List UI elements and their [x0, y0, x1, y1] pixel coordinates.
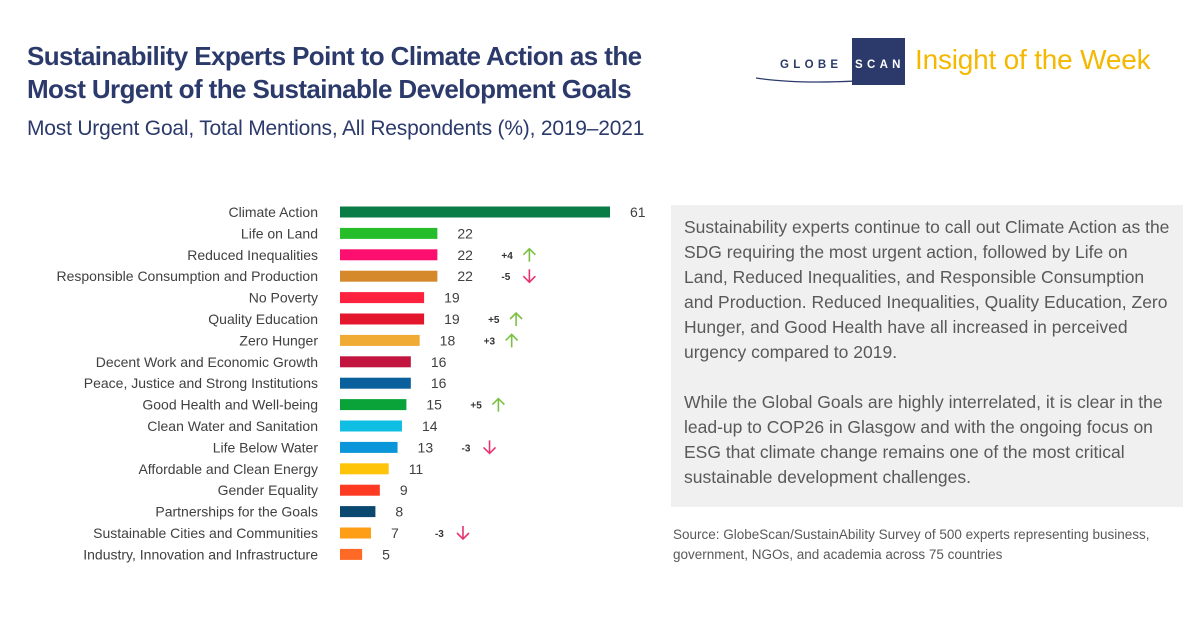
title-line-1: Sustainability Experts Point to Climate … — [27, 41, 642, 71]
source-note: Source: GlobeScan/SustainAbility Survey … — [673, 527, 1150, 562]
value-label: 14 — [422, 418, 438, 434]
bar — [340, 484, 380, 496]
category-label: Reduced Inequalities — [187, 247, 318, 263]
commentary-paragraph-2: While the Global Goals are highly interr… — [684, 392, 1163, 487]
category-label: Decent Work and Economic Growth — [96, 354, 318, 370]
bar — [340, 548, 363, 560]
change-label: -5 — [501, 272, 510, 283]
bar — [340, 420, 402, 432]
change-label: +4 — [501, 251, 513, 262]
category-label: Life Below Water — [213, 439, 319, 455]
arrow-up-icon — [509, 311, 523, 326]
value-label: 22 — [457, 268, 473, 284]
logo-divider — [903, 38, 905, 85]
bar — [340, 227, 438, 239]
value-label: 19 — [444, 290, 460, 306]
category-label: Partnerships for the Goals — [155, 504, 318, 520]
bar — [340, 377, 411, 389]
bar — [340, 441, 398, 453]
change-label: -3 — [435, 529, 444, 540]
title-line-2: Most Urgent of the Sustainable Developme… — [27, 74, 632, 104]
category-label: Peace, Justice and Strong Institutions — [84, 375, 318, 391]
bar — [340, 313, 425, 325]
commentary-box: Sustainability experts continue to call … — [671, 205, 1183, 507]
value-label: 5 — [382, 546, 390, 562]
value-label: 16 — [431, 375, 447, 391]
value-label: 61 — [630, 204, 646, 220]
category-label: Sustainable Cities and Communities — [93, 525, 318, 541]
bar — [340, 292, 425, 304]
category-label: Quality Education — [208, 311, 318, 327]
chart-subtitle: Most Urgent Goal, Total Mentions, All Re… — [27, 117, 645, 140]
arrow-down-icon — [456, 526, 470, 541]
category-label: Industry, Innovation and Infrastructure — [83, 546, 318, 562]
globescan-logo: GLOBE SCAN — [756, 38, 905, 85]
category-label: No Poverty — [249, 290, 318, 306]
value-label: 11 — [409, 461, 424, 477]
logo-swoosh-icon — [756, 77, 857, 83]
change-label: +5 — [488, 315, 500, 326]
logo-block — [852, 38, 904, 85]
arrow-down-icon — [522, 269, 536, 284]
commentary-paragraph-1: Sustainability experts continue to call … — [684, 217, 1170, 362]
bar — [340, 399, 407, 411]
arrow-up-icon — [522, 247, 536, 262]
bar — [340, 206, 610, 218]
bar-chart: Climate Action 61 Life on Land 22 Reduced In… — [57, 204, 646, 562]
bar — [340, 463, 389, 475]
category-label: Affordable and Clean Energy — [138, 461, 318, 477]
change-label: +3 — [484, 336, 496, 347]
value-label: 8 — [395, 504, 403, 520]
category-label: Good Health and Well-being — [142, 397, 318, 413]
value-label: 22 — [457, 247, 473, 263]
bar — [340, 249, 438, 261]
bar — [340, 356, 411, 368]
bar — [340, 527, 371, 539]
arrow-down-icon — [482, 440, 497, 455]
value-label: 22 — [457, 225, 473, 241]
arrow-up-icon — [491, 397, 505, 412]
value-label: 15 — [426, 397, 442, 413]
page-title: Sustainability Experts Point to Climate … — [27, 40, 642, 106]
value-label: 16 — [431, 354, 447, 370]
value-label: 18 — [440, 332, 456, 348]
logo-text-globe: GLOBE — [780, 59, 842, 71]
category-label: Clean Water and Sanitation — [147, 418, 318, 434]
value-label: 7 — [391, 525, 399, 541]
change-label: -3 — [462, 443, 471, 454]
category-label: Climate Action — [229, 204, 318, 220]
value-label: 9 — [400, 482, 408, 498]
category-label: Life on Land — [241, 225, 318, 241]
logo-text-scan: SCAN — [855, 59, 905, 71]
change-label: +5 — [470, 401, 482, 412]
bar — [340, 506, 376, 518]
category-label: Zero Hunger — [239, 332, 318, 348]
category-label: Gender Equality — [218, 482, 318, 498]
bar — [340, 270, 438, 282]
arrow-up-icon — [505, 333, 519, 348]
bar — [340, 334, 420, 346]
value-label: 13 — [418, 439, 434, 455]
insight-of-the-week-tagline: Insight of the Week — [915, 44, 1151, 75]
value-label: 19 — [444, 311, 460, 327]
category-label: Responsible Consumption and Production — [57, 268, 319, 284]
